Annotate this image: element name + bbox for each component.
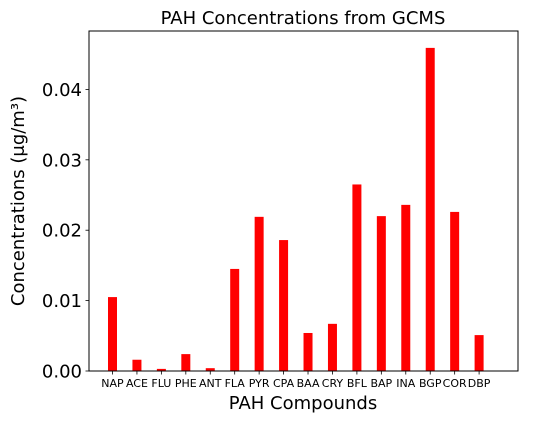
x-axis-ticks: NAP ACE FLU PHE ANT FLA PYR CPA BAA CRY BFL BAP INA B… <box>101 371 491 390</box>
y-axis-label: Concentrations (μg/m³) <box>8 96 29 306</box>
x-tick-label-baa: BAA <box>297 377 320 390</box>
bar-nap <box>108 297 117 371</box>
chart-title: PAH Concentrations from GCMS <box>161 8 446 29</box>
x-tick-label-bgp: BGP <box>419 377 442 390</box>
bar-phe <box>181 354 191 371</box>
bars <box>108 47 484 371</box>
bar-cpa <box>279 240 289 371</box>
y-tick-label: 0.02 <box>42 221 82 242</box>
bar-ant <box>205 368 215 371</box>
x-tick-label-cpa: CPA <box>273 377 295 390</box>
y-tick-label: 0.01 <box>42 291 82 312</box>
y-tick-label: 0.00 <box>42 362 82 383</box>
x-tick-label-flu: FLU <box>151 377 171 390</box>
x-tick-label-phe: PHE <box>175 377 197 390</box>
plot-frame <box>88 30 519 372</box>
x-tick-label-bfl: BFL <box>347 377 368 390</box>
x-tick-label-ant: ANT <box>199 377 222 390</box>
x-tick-label-ace: ACE <box>126 377 148 390</box>
y-axis-ticks: 0.00 0.01 0.02 0.03 0.04 <box>42 80 89 383</box>
x-tick-label-pyr: PYR <box>249 377 270 390</box>
bar-dbp <box>474 335 484 371</box>
bar-fla <box>230 268 240 371</box>
bar-cor <box>450 211 460 371</box>
bar-flu <box>156 368 166 371</box>
bar-bfl <box>352 184 362 371</box>
y-tick-label: 0.04 <box>42 80 82 101</box>
x-tick-label-nap: NAP <box>101 377 124 390</box>
x-axis-label: PAH Compounds <box>229 393 377 414</box>
x-tick-label-dbp: DBP <box>468 377 491 390</box>
bar-ace <box>132 359 142 371</box>
bar-baa <box>303 332 313 371</box>
bar-bap <box>376 216 386 371</box>
x-tick-label-cor: COR <box>443 377 467 390</box>
bar-pyr <box>254 216 264 371</box>
x-tick-label-cry: CRY <box>322 377 344 390</box>
bar-ina <box>401 204 411 371</box>
x-tick-label-bap: BAP <box>370 377 392 390</box>
bar-bgp <box>425 47 435 371</box>
x-tick-label-fla: FLA <box>225 377 246 390</box>
bar-cry <box>327 323 337 371</box>
y-tick-label: 0.03 <box>42 150 82 171</box>
x-tick-label-ina: INA <box>396 377 415 390</box>
